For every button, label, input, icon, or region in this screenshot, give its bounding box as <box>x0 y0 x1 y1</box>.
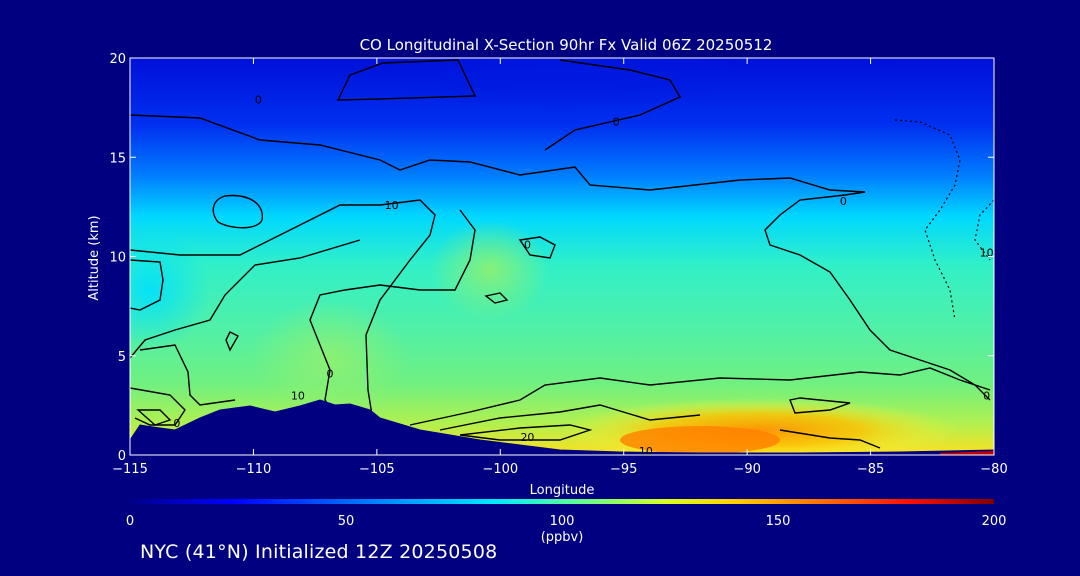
x-tick-label: −105 <box>359 462 395 477</box>
colorbar-ticks: 0 50 100 150 200 <box>126 514 1007 529</box>
chart-title: CO Longitudinal X-Section 90hr Fx Valid … <box>360 36 773 54</box>
contour-label: 20 <box>520 431 534 444</box>
field-base <box>130 58 994 455</box>
y-tick-label: 0 <box>118 449 126 464</box>
contour-label: 0 <box>524 239 531 252</box>
x-axis-label: Longitude <box>530 483 595 498</box>
colorbar-tick-label: 100 <box>550 514 575 529</box>
contour-label: 0 <box>326 368 333 381</box>
surface-hotspot-core <box>620 426 780 454</box>
contour-closed-east <box>789 397 851 414</box>
co-concentration-field <box>130 58 994 455</box>
contour-west-edge <box>130 259 164 311</box>
contour-low-long <box>409 367 991 426</box>
contour-0-east <box>764 191 991 401</box>
cyan-plume-west <box>130 230 210 350</box>
green-plume <box>430 220 550 320</box>
x-tick-label: −115 <box>112 462 148 477</box>
y-axis: 0 5 10 15 20 <box>109 52 994 464</box>
y-axis-label: Altitude (km) <box>87 215 102 300</box>
dotted-contour-east-2 <box>974 199 994 261</box>
x-tick-label: −100 <box>482 462 518 477</box>
contour-mid-west <box>130 239 361 359</box>
contour-surface-east <box>779 429 881 449</box>
x-tick-label: −110 <box>236 462 272 477</box>
x-tick-label: −95 <box>610 462 637 477</box>
y-tick-label: 5 <box>118 350 126 365</box>
colorbar <box>130 499 994 504</box>
colorbar-tick-label: 50 <box>338 514 355 529</box>
colorbar-tick-label: 200 <box>982 514 1007 529</box>
contour-label: 0 <box>613 116 620 129</box>
contour-closed-small <box>518 236 556 259</box>
contour-20 <box>459 424 593 441</box>
x-tick-label: −90 <box>733 462 760 477</box>
contour-closed-west <box>212 194 263 229</box>
contour-low-inner <box>439 404 701 431</box>
contour-lines <box>130 59 991 449</box>
contour-label: 0 <box>255 94 262 107</box>
colorbar-unit-label: (ppbv) <box>541 530 584 545</box>
dotted-contours <box>894 119 994 321</box>
initialized-caption: NYC (41°N) Initialized 12Z 20250508 <box>140 541 498 563</box>
contour-tiny-west <box>225 331 239 352</box>
contour-label: 10 <box>980 247 994 260</box>
contour-tiny <box>484 292 509 304</box>
colorbar-tick-label: 0 <box>126 514 134 529</box>
contour-label: 0 <box>983 389 990 402</box>
contour-upper-closed <box>336 59 477 101</box>
contour-label: 10 <box>291 389 305 402</box>
y-tick-label: 10 <box>109 251 126 266</box>
contour-west-low <box>139 344 236 406</box>
contour-10-west <box>130 199 436 416</box>
x-tick-label: −80 <box>980 462 1007 477</box>
contour-west-inner <box>136 409 172 426</box>
contour-upper-middle <box>544 59 681 151</box>
y-tick-label: 20 <box>109 52 126 67</box>
y-tick-label: 15 <box>109 151 126 166</box>
contour-label: 0 <box>840 195 847 208</box>
terrain <box>129 399 995 456</box>
x-tick-label: −85 <box>857 462 884 477</box>
contour-label: 10 <box>385 199 399 212</box>
contour-west-loop <box>130 387 186 426</box>
contour-label: 10 <box>639 445 653 458</box>
terrain-red-strip <box>940 451 994 455</box>
green-plume-west <box>250 300 410 420</box>
contour-upper-long <box>130 114 866 193</box>
dotted-contour-east-1 <box>894 119 961 321</box>
contour-mid-center <box>309 209 476 411</box>
x-axis: −115 −110 −105 −100 −95 −90 −85 −80 <box>112 58 1008 477</box>
contour-label: 0 <box>173 417 180 430</box>
colorbar-tick-label: 150 <box>766 514 791 529</box>
